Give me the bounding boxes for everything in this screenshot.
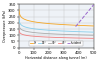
15° bbox=[91, 32, 92, 33]
45° bbox=[54, 37, 56, 38]
30° bbox=[91, 35, 92, 36]
Incident bbox=[75, 26, 76, 27]
15° bbox=[80, 31, 81, 32]
15° bbox=[18, 19, 20, 20]
45° bbox=[18, 30, 20, 31]
Line: 15°: 15° bbox=[19, 19, 94, 32]
X-axis label: Horizontal distance along tunnel (m): Horizontal distance along tunnel (m) bbox=[25, 56, 87, 60]
30° bbox=[18, 24, 20, 25]
30° bbox=[93, 35, 94, 36]
Line: 30°: 30° bbox=[19, 25, 94, 35]
Y-axis label: Overpressure (kPa): Overpressure (kPa) bbox=[3, 10, 7, 42]
0° bbox=[59, 24, 60, 25]
15° bbox=[54, 30, 56, 31]
30° bbox=[59, 34, 60, 35]
0° bbox=[63, 24, 64, 25]
45° bbox=[91, 38, 92, 39]
45° bbox=[59, 37, 60, 38]
45° bbox=[93, 38, 94, 39]
0° bbox=[18, 9, 20, 10]
30° bbox=[63, 34, 64, 35]
45° bbox=[54, 37, 55, 38]
0° bbox=[80, 25, 81, 26]
15° bbox=[54, 30, 55, 31]
45° bbox=[63, 37, 64, 38]
Line: 0°: 0° bbox=[19, 10, 94, 26]
15° bbox=[93, 32, 94, 33]
Line: Incident: Incident bbox=[76, 5, 94, 27]
Legend: 0°, 15°, 30°, 45°, Incident: 0°, 15°, 30°, 45°, Incident bbox=[29, 41, 83, 46]
Line: 45°: 45° bbox=[19, 30, 94, 38]
15° bbox=[59, 30, 60, 31]
